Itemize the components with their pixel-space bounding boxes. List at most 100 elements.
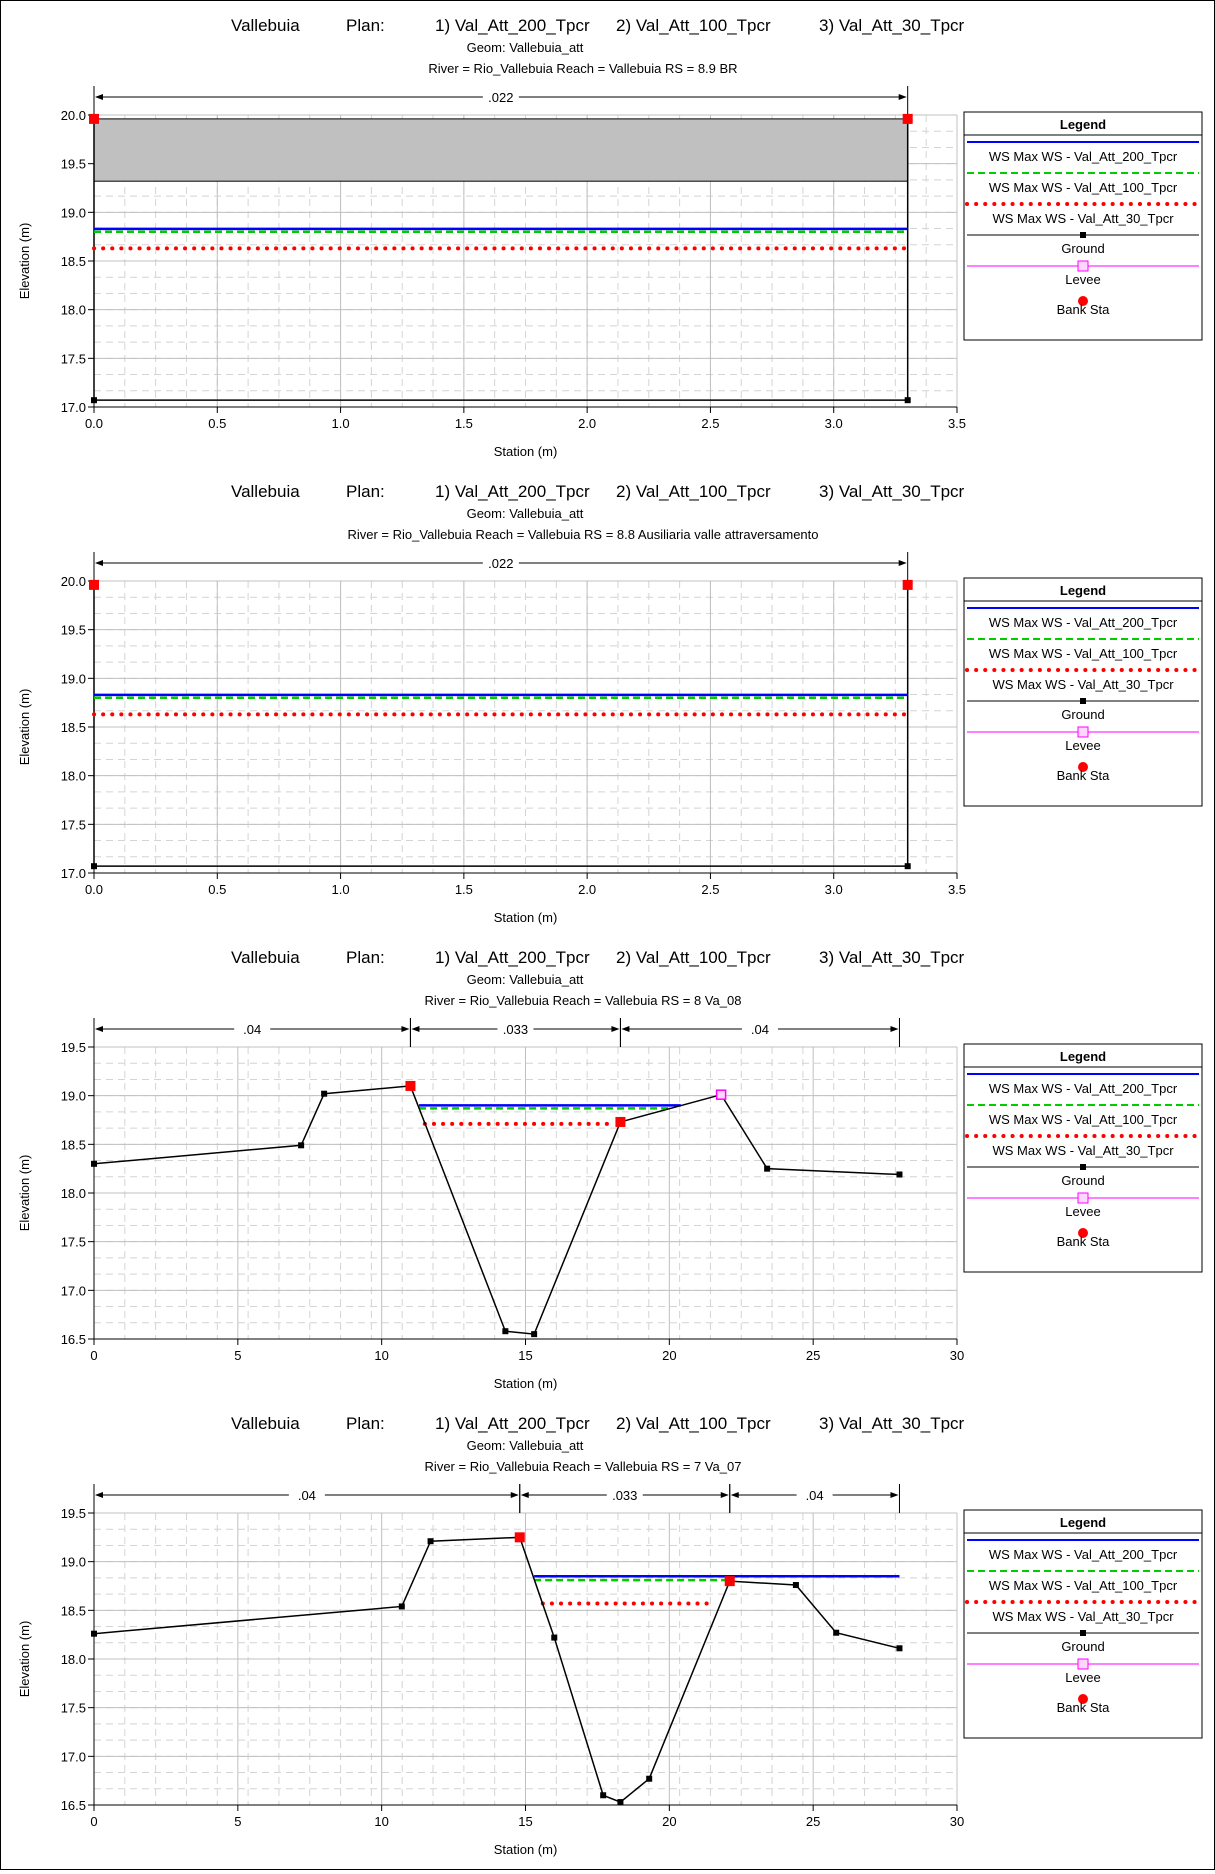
- legend-label: Bank Sta: [1057, 1700, 1111, 1715]
- x-axis-label: Station (m): [494, 910, 558, 925]
- y-tick-label: 17.0: [61, 400, 86, 415]
- legend-label: WS Max WS - Val_Att_200_Tpcr: [989, 615, 1178, 630]
- y-tick-label: 16.5: [61, 1332, 86, 1347]
- mannings-label: .033: [503, 1022, 528, 1037]
- x-tick-label: 1.5: [455, 416, 473, 431]
- x-tick-label: 30: [950, 1348, 964, 1363]
- y-tick-label: 18.0: [61, 769, 86, 784]
- y-tick-label: 20.0: [61, 108, 86, 123]
- y-tick-label: 19.5: [61, 157, 86, 172]
- x-tick-label: 0.0: [85, 882, 103, 897]
- bank-station-point: [89, 113, 99, 124]
- chart-panel-3: Vallebuia Plan: 1) Val_Att_200_Tpcr 2) Val_…: [17, 948, 1203, 1391]
- legend-label: WS Max WS - Val_Att_30_Tpcr: [992, 1609, 1174, 1624]
- legend-label: WS Max WS - Val_Att_200_Tpcr: [989, 1081, 1178, 1096]
- geom-label: Geom: Vallebuia_att: [467, 40, 584, 55]
- legend-swatch-open-square: [1077, 1192, 1089, 1204]
- legend-swatch-circle: [1078, 762, 1088, 772]
- x-tick-label: 25: [806, 1348, 820, 1363]
- x-tick-label: 3.0: [825, 882, 843, 897]
- title-part: 1) Val_Att_200_Tpcr: [435, 482, 590, 501]
- legend-swatch-square: [1080, 1630, 1086, 1636]
- title-part: 2) Val_Att_100_Tpcr: [616, 16, 771, 35]
- ground-line: [93, 1536, 900, 1803]
- x-tick-label: 5: [234, 1348, 241, 1363]
- mannings-label: .022: [488, 90, 513, 105]
- legend: Legend WS Max WS - Val_Att_200_Tpcr WS Max…: [963, 1509, 1203, 1739]
- bank-station-point: [405, 1080, 416, 1091]
- mannings-label-bg: [497, 1021, 534, 1036]
- y-tick-label: 19.0: [61, 1555, 86, 1570]
- title-part: 3) Val_Att_30_Tpcr: [819, 1414, 965, 1433]
- y-tick-label: 18.0: [61, 1652, 86, 1667]
- title-part: 2) Val_Att_100_Tpcr: [616, 482, 771, 501]
- y-axis-label: Elevation (m): [17, 1621, 32, 1698]
- legend-label: Bank Sta: [1057, 1234, 1111, 1249]
- river-reach-label: River = Rio_Vallebuia Reach = Vallebuia …: [347, 527, 818, 542]
- x-tick-label: 3.5: [948, 882, 966, 897]
- legend-label: Levee: [1065, 738, 1100, 753]
- mannings-arrow-right: [898, 560, 907, 566]
- y-tick-label: 18.0: [61, 1186, 86, 1201]
- title-part: Plan:: [346, 16, 385, 35]
- title-part: Vallebuia: [231, 1414, 300, 1433]
- y-tick-label: 16.5: [61, 1798, 86, 1813]
- legend-swatch-circle: [1078, 1694, 1088, 1704]
- bank-station-point: [615, 1116, 626, 1127]
- title-part: 3) Val_Att_30_Tpcr: [819, 16, 965, 35]
- title-part: 2) Val_Att_100_Tpcr: [616, 1414, 771, 1433]
- title-part: Vallebuia: [231, 16, 300, 35]
- legend-title: Legend: [1060, 1049, 1106, 1064]
- mannings-arrow-right: [611, 1026, 620, 1032]
- ground-point: [896, 1171, 903, 1178]
- mannings-arrow-left: [95, 560, 103, 566]
- y-tick-label: 17.5: [61, 351, 86, 366]
- chart-panel-1: Vallebuia Plan: 1) Val_Att_200_Tpcr 2) Val_…: [17, 16, 1203, 459]
- y-tick-label: 19.5: [61, 623, 86, 638]
- ground-point: [600, 1792, 607, 1799]
- x-tick-label: 15: [518, 1814, 532, 1829]
- mannings-arrow-left: [95, 94, 103, 100]
- bank-station-point: [902, 113, 913, 124]
- x-tick-label: 20: [662, 1348, 676, 1363]
- ground-point: [91, 1630, 97, 1637]
- bank-station-point: [724, 1576, 735, 1587]
- x-tick-label: 0: [90, 1348, 97, 1363]
- y-tick-label: 20.0: [61, 574, 86, 589]
- mannings-arrow-left: [730, 1492, 739, 1498]
- mannings-label-bg: [606, 1487, 643, 1502]
- bank-station-point: [902, 579, 913, 590]
- legend-label: WS Max WS - Val_Att_30_Tpcr: [992, 211, 1174, 226]
- mannings-arrow-right: [720, 1492, 729, 1498]
- x-tick-label: 2.0: [578, 882, 596, 897]
- mannings-label: .04: [298, 1488, 316, 1503]
- x-tick-label: 2.5: [701, 882, 719, 897]
- y-tick-label: 18.0: [61, 303, 86, 318]
- title-part: 2) Val_Att_100_Tpcr: [616, 948, 771, 967]
- legend-label: WS Max WS - Val_Att_100_Tpcr: [989, 646, 1178, 661]
- legend-label: WS Max WS - Val_Att_30_Tpcr: [992, 1143, 1174, 1158]
- title-part: Plan:: [346, 1414, 385, 1433]
- bridge-deck: [93, 118, 909, 182]
- title-part: Plan:: [346, 482, 385, 501]
- mannings-label-bg: [741, 1021, 778, 1036]
- ground-point: [91, 1160, 97, 1167]
- y-tick-label: 18.5: [61, 720, 86, 735]
- y-tick-label: 17.0: [61, 866, 86, 881]
- x-tick-label: 25: [806, 1814, 820, 1829]
- ground-point: [531, 1331, 538, 1338]
- y-tick-label: 17.0: [61, 1283, 86, 1298]
- title-part: 3) Val_Att_30_Tpcr: [819, 482, 965, 501]
- mannings-arrow-left: [95, 1026, 103, 1032]
- legend-label: Levee: [1065, 272, 1100, 287]
- mannings-label: .04: [243, 1022, 261, 1037]
- ground-point: [91, 863, 97, 870]
- ground-line: [93, 1085, 900, 1335]
- title-part: Plan:: [346, 948, 385, 967]
- legend-label: Levee: [1065, 1204, 1100, 1219]
- x-tick-label: 0: [90, 1814, 97, 1829]
- legend: Legend WS Max WS - Val_Att_200_Tpcr WS Max…: [963, 111, 1203, 341]
- mannings-arrow-right: [510, 1492, 519, 1498]
- y-tick-label: 19.0: [61, 671, 86, 686]
- river-reach-label: River = Rio_Vallebuia Reach = Vallebuia …: [425, 1459, 742, 1474]
